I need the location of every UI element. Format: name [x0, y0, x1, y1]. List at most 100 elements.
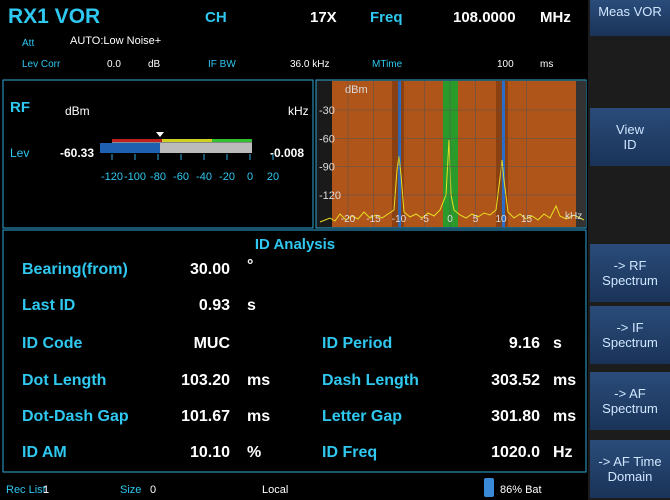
softkey[interactable]: View ID — [590, 108, 670, 166]
x-tick-label: -5 — [420, 214, 429, 225]
softkey[interactable]: Meas VOR — [590, 0, 670, 36]
meter-tick-label: -40 — [196, 171, 212, 183]
id-value: 301.80 — [491, 408, 540, 425]
softkey-label: Spectrum — [602, 335, 658, 350]
id-label: Bearing(from) — [22, 261, 128, 278]
id-unit: s — [247, 297, 256, 314]
meter-bar — [100, 143, 160, 153]
meter-tick-label: -80 — [150, 171, 166, 183]
id-label: ID Freq — [322, 444, 378, 461]
softkey-label: -> AF Time — [598, 454, 662, 469]
y-tick-label: -90 — [319, 162, 335, 174]
ch-label: CH — [205, 9, 227, 26]
mode: Local — [262, 484, 289, 496]
softkey-label: Spectrum — [602, 273, 658, 288]
softkey[interactable]: -> AF Time Domain — [590, 440, 670, 498]
battery-icon — [484, 478, 494, 497]
spectrum-y-unit: dBm — [345, 84, 368, 96]
size-label: Size — [120, 484, 142, 496]
panels: RF dBm kHz Lev -60.33 -0.008 dBm kHz ID … — [2, 79, 587, 497]
id-value: 303.52 — [491, 372, 540, 389]
softkey[interactable]: -> AF Spectrum — [590, 372, 670, 430]
freq-unit: MHz — [540, 9, 571, 26]
id-title: ID Analysis — [255, 236, 335, 253]
id-value: 10.10 — [189, 444, 230, 461]
meter-red — [112, 139, 162, 142]
meter-rest — [160, 143, 252, 153]
meter-tick-label: -100 — [124, 171, 146, 183]
rf-title: RF — [10, 99, 30, 116]
levcorr-value: 0.0 — [107, 59, 121, 70]
offset-value: -0.008 — [270, 146, 304, 160]
x-tick-label: -15 — [366, 214, 381, 225]
id-label: ID AM — [22, 444, 67, 461]
id-value: 103.20 — [181, 372, 230, 389]
ch-value: 17X — [310, 9, 337, 26]
battery: 86% Bat — [500, 484, 542, 496]
meter-tick-label: -120 — [101, 171, 123, 183]
x-tick-label: 10 — [495, 214, 507, 225]
ifbw-label: IF BW — [208, 59, 236, 70]
id-label: Dot Length — [22, 372, 107, 389]
id-unit: Hz — [553, 444, 573, 461]
softkey[interactable]: -> IF Spectrum — [590, 306, 670, 364]
att-value: AUTO:Low Noise+ — [70, 35, 162, 47]
id-unit: % — [247, 444, 262, 461]
y-tick-label: -30 — [319, 105, 335, 117]
rec-label: Rec List — [6, 484, 46, 496]
rf-panel — [2, 79, 314, 229]
id-unit: s — [553, 335, 562, 352]
id-label: Letter Gap — [322, 408, 403, 425]
spectrum-x-unit: kHz — [565, 211, 582, 222]
rf-unit-left: dBm — [65, 104, 90, 118]
levcorr-label: Lev Corr — [22, 59, 61, 70]
x-tick-label: 15 — [521, 214, 533, 225]
id-label: ID Period — [322, 335, 393, 352]
id-value: 1020.0 — [491, 444, 540, 461]
meter-tick-label: -20 — [219, 171, 235, 183]
id-unit: ms — [553, 372, 577, 389]
size-value: 0 — [150, 484, 157, 496]
softkey-label: View — [616, 122, 644, 137]
softkey-label: -> IF — [616, 320, 644, 335]
meter-yellow — [162, 139, 212, 142]
id-value: 0.93 — [198, 297, 230, 314]
softkey-label: -> RF — [613, 258, 647, 273]
lev-value: -60.33 — [60, 146, 94, 160]
softkey[interactable]: -> RF Spectrum — [590, 244, 670, 302]
id-value: MUC — [193, 335, 230, 352]
meter-tick-label: -60 — [173, 171, 189, 183]
mtime-value: 100 — [497, 59, 514, 70]
mtime-label: MTime — [372, 59, 403, 70]
y-tick-label: -120 — [319, 190, 341, 202]
meter-tick-label: 0 — [247, 171, 253, 183]
meter-green — [212, 139, 252, 142]
id-unit: ms — [553, 408, 577, 425]
x-tick-label: -20 — [341, 214, 356, 225]
title: RX1 VOR — [8, 5, 101, 28]
id-value: 101.67 — [181, 408, 230, 425]
freq-label: Freq — [370, 9, 403, 26]
meter-tick-label: 20 — [267, 171, 279, 183]
id-unit: ° — [247, 257, 254, 274]
id-label: Dot-Dash Gap — [22, 408, 129, 425]
lev-label: Lev — [10, 146, 29, 160]
id-value: 30.00 — [189, 261, 230, 278]
freq-value: 108.0000 — [453, 9, 516, 26]
softkey-label: Spectrum — [602, 401, 658, 416]
id-unit: ms — [247, 372, 271, 389]
rf-unit-right: kHz — [288, 104, 309, 118]
softkey-label: Domain — [607, 469, 653, 484]
id-unit: ms — [247, 408, 271, 425]
id-label: ID Code — [22, 335, 83, 352]
levcorr-unit: dB — [148, 59, 161, 70]
softkey-label: -> AF — [614, 386, 646, 401]
x-tick-label: -10 — [392, 214, 407, 225]
softkey-label: ID — [623, 137, 637, 152]
meter-pointer — [156, 132, 164, 137]
softkey-label: Meas VOR — [598, 4, 662, 19]
id-label: Last ID — [22, 297, 76, 314]
x-tick-label: 5 — [473, 214, 479, 225]
ifbw-value: 36.0 kHz — [290, 59, 330, 70]
